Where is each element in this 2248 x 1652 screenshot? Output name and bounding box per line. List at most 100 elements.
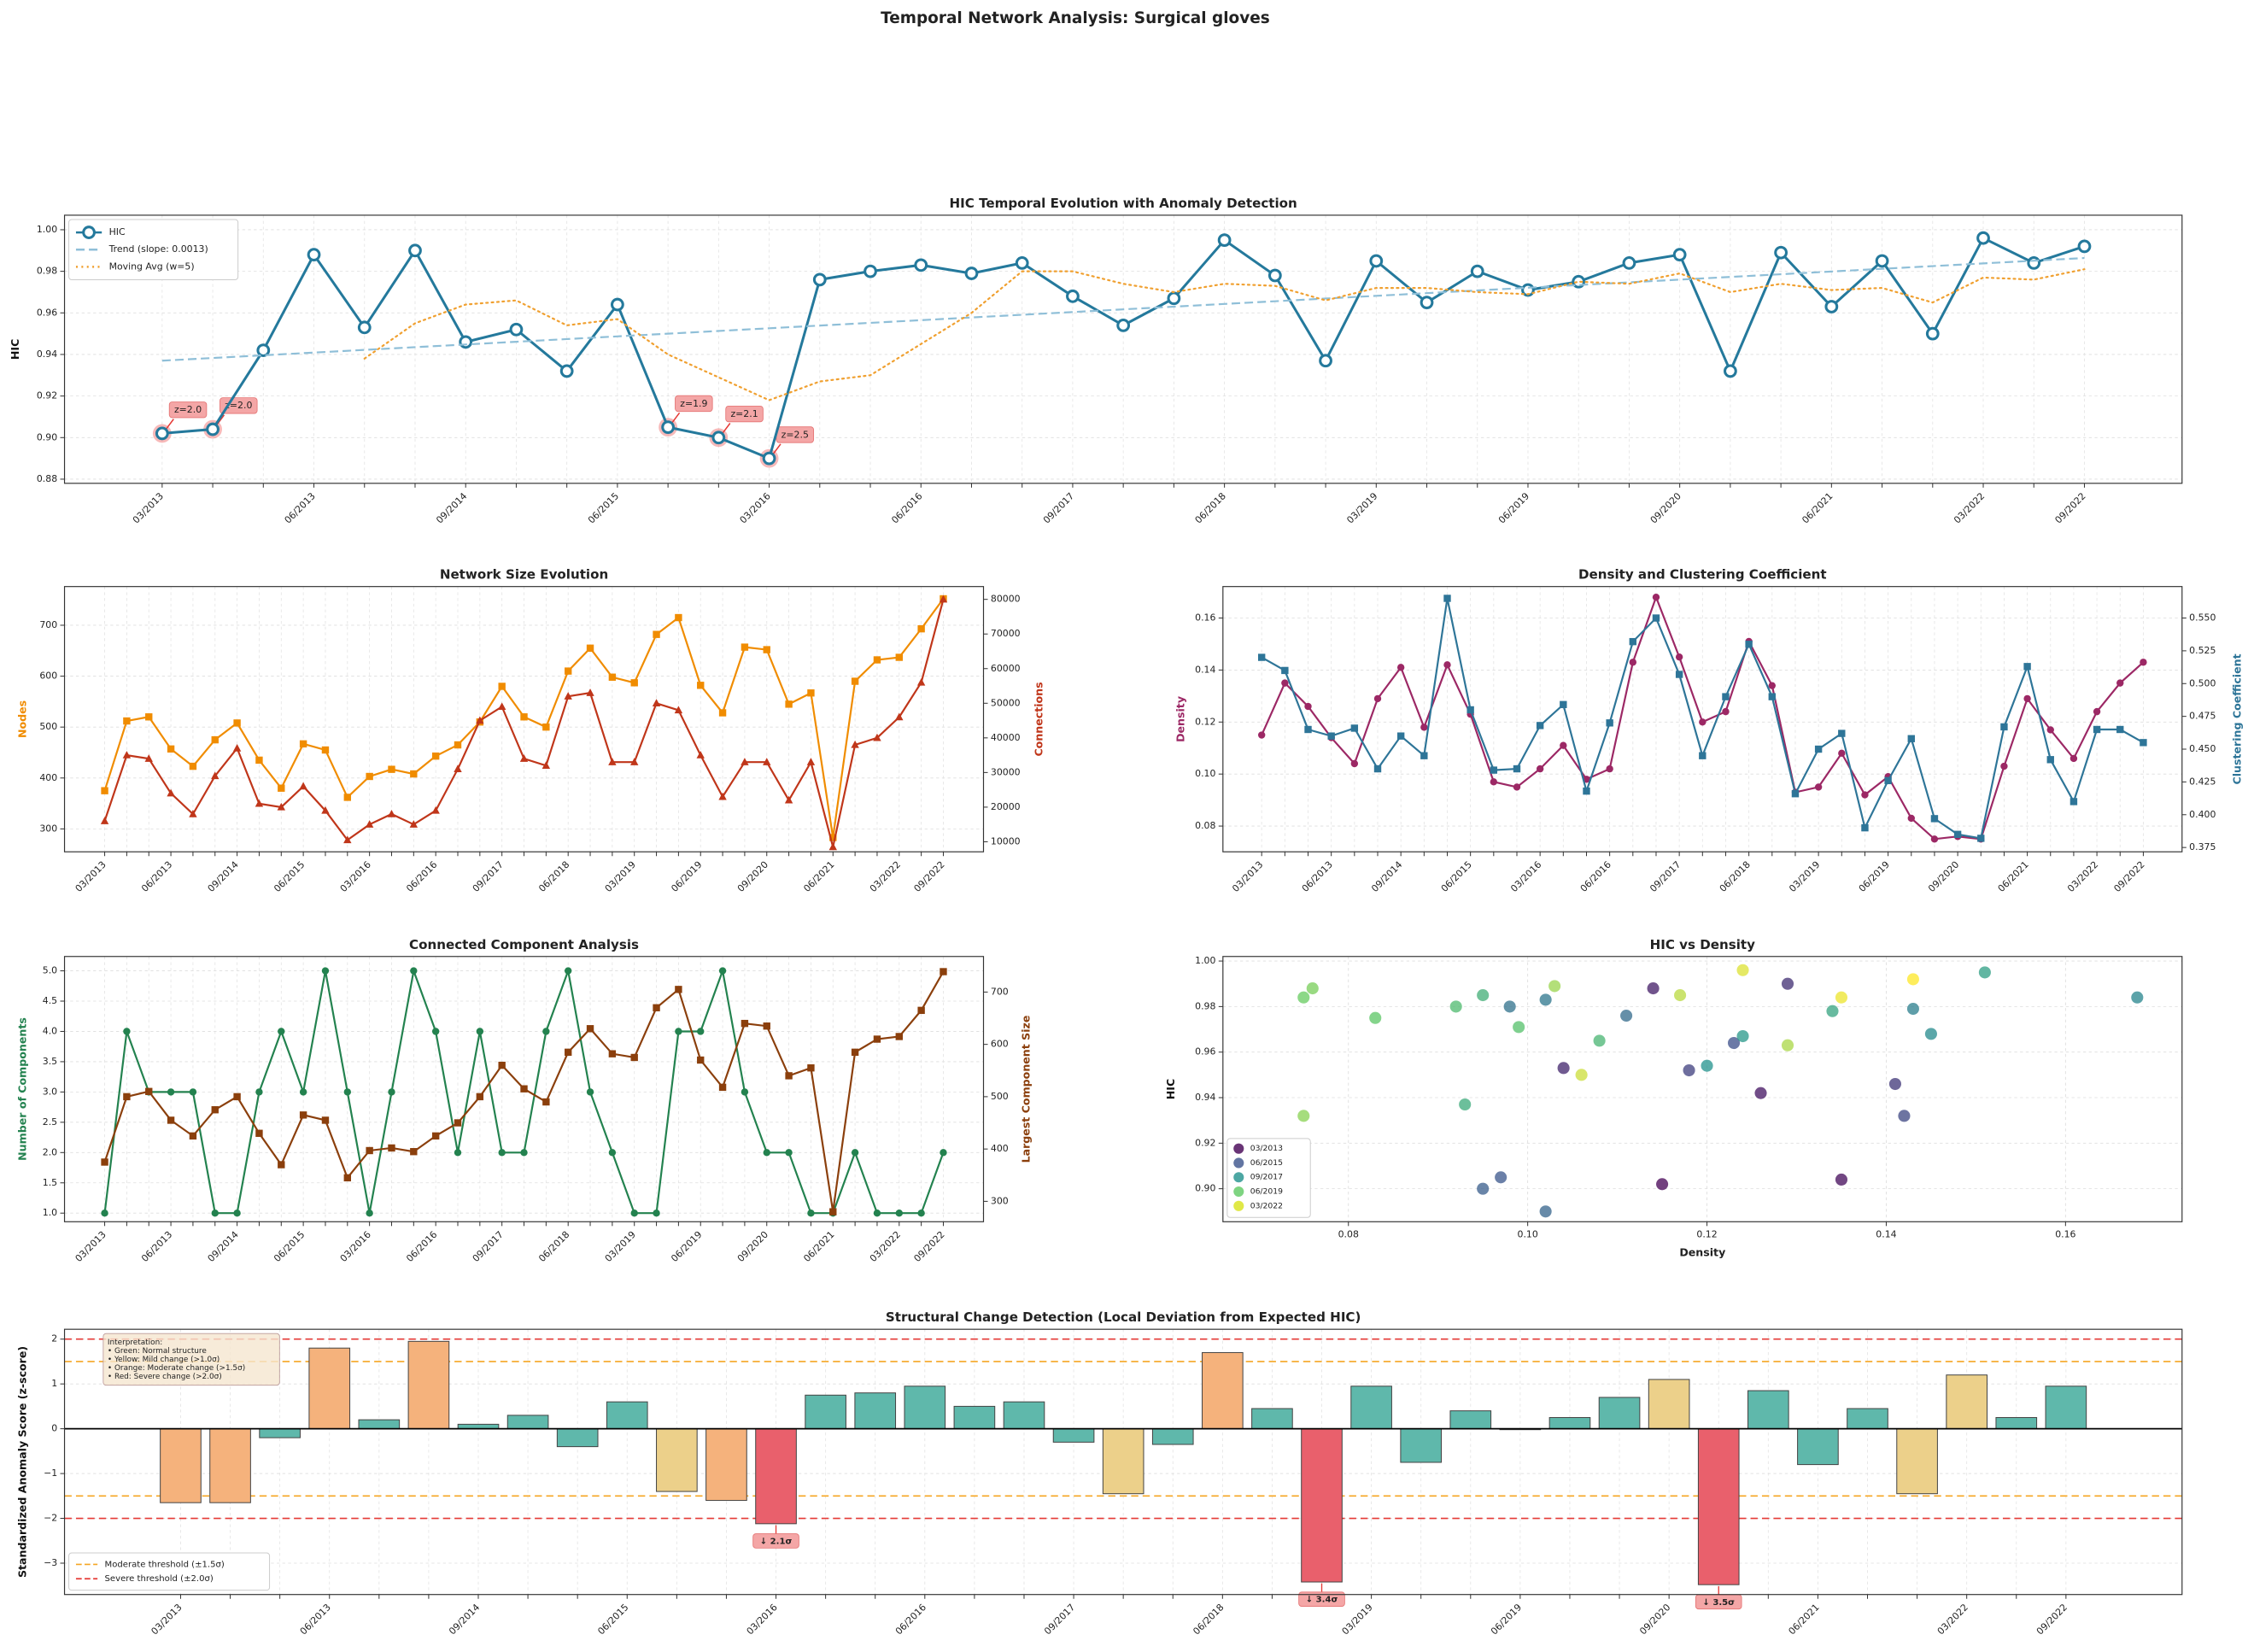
marker bbox=[1875, 254, 1889, 268]
y-axis-label: Standardized Anomaly Score (z-score) bbox=[15, 1346, 28, 1578]
marker bbox=[189, 762, 197, 770]
y2-tick-label: 0.550 bbox=[2189, 612, 2216, 624]
scatter-point bbox=[1459, 1098, 1472, 1111]
y-tick-label: 1 bbox=[51, 1378, 57, 1389]
marker bbox=[829, 1208, 837, 1216]
chart-title: HIC vs Density bbox=[1650, 937, 1756, 952]
marker bbox=[189, 1088, 197, 1096]
scatter-point bbox=[1683, 1063, 1695, 1077]
marker bbox=[1953, 830, 1962, 838]
marker bbox=[1167, 291, 1181, 306]
legend-label: Trend (slope: 0.0013) bbox=[108, 243, 208, 255]
marker bbox=[608, 673, 617, 681]
marker bbox=[807, 689, 815, 697]
marker bbox=[101, 787, 108, 794]
y-tick-label: 600 bbox=[39, 671, 57, 682]
marker bbox=[564, 692, 572, 700]
marker bbox=[1396, 664, 1405, 671]
marker bbox=[431, 805, 440, 814]
marker bbox=[357, 320, 372, 335]
anomaly-label: z=2.5 bbox=[782, 429, 809, 440]
marker bbox=[2140, 659, 2147, 666]
marker bbox=[256, 343, 271, 357]
bar bbox=[1151, 1428, 1194, 1445]
marker bbox=[410, 1148, 418, 1156]
plot-frame bbox=[1222, 956, 2183, 1222]
scatter-point bbox=[1906, 1003, 1919, 1016]
marker bbox=[1350, 724, 1359, 732]
marker bbox=[211, 1210, 219, 1217]
marker bbox=[123, 1028, 131, 1035]
bar bbox=[160, 1428, 202, 1503]
marker bbox=[211, 1106, 219, 1114]
bar bbox=[1350, 1385, 1392, 1430]
chart-title: Density and Clustering Coefficient bbox=[1578, 567, 1827, 583]
bar bbox=[904, 1385, 946, 1430]
marker bbox=[1699, 752, 1706, 759]
marker bbox=[2069, 798, 2078, 805]
marker bbox=[608, 1050, 617, 1057]
marker bbox=[940, 1149, 947, 1157]
marker bbox=[718, 792, 727, 800]
bar bbox=[1598, 1397, 1641, 1430]
marker bbox=[459, 335, 473, 349]
note-box bbox=[102, 1333, 280, 1386]
y-tick-label: 4.5 bbox=[43, 995, 57, 1006]
marker bbox=[762, 451, 776, 466]
marker bbox=[387, 809, 396, 817]
legend-swatch bbox=[1233, 1143, 1244, 1154]
x-axis-label: Density bbox=[1679, 1246, 1725, 1259]
marker bbox=[366, 1210, 373, 1217]
scatter-point bbox=[1888, 1077, 1901, 1091]
marker bbox=[498, 1149, 506, 1157]
marker bbox=[123, 717, 131, 725]
marker bbox=[565, 967, 572, 975]
chart-title: HIC Temporal Evolution with Anomaly Dete… bbox=[950, 196, 1297, 211]
marker bbox=[255, 1129, 263, 1137]
marker bbox=[697, 682, 705, 689]
marker bbox=[454, 1149, 462, 1157]
marker bbox=[895, 712, 904, 721]
x-tick-label: 0.16 bbox=[2055, 1228, 2075, 1239]
scatter-point bbox=[1306, 982, 1319, 995]
marker bbox=[1583, 787, 1590, 795]
marker bbox=[343, 1088, 351, 1096]
scatter-point bbox=[1477, 989, 1490, 1002]
plot-area bbox=[1222, 956, 2182, 1222]
marker bbox=[233, 1093, 241, 1101]
marker bbox=[1369, 254, 1384, 268]
y-tick-label: 2.5 bbox=[43, 1116, 57, 1128]
scatter-point bbox=[1503, 1000, 1516, 1013]
marker bbox=[964, 267, 979, 280]
marker bbox=[299, 782, 307, 790]
legend-box bbox=[68, 219, 239, 280]
marker bbox=[851, 740, 859, 748]
marker bbox=[1652, 593, 1660, 601]
y-tick-label: 0.10 bbox=[1195, 768, 1215, 779]
marker bbox=[365, 820, 374, 828]
legend-box bbox=[1226, 1138, 1311, 1218]
y-axis-label: HIC bbox=[1164, 1079, 1177, 1099]
y2-tick-label: 80000 bbox=[991, 594, 1021, 605]
y-tick-label: 0.14 bbox=[1195, 664, 1215, 675]
marker bbox=[1606, 719, 1613, 727]
marker bbox=[586, 1025, 594, 1033]
legend-swatch bbox=[1233, 1186, 1244, 1198]
marker bbox=[497, 702, 506, 711]
marker bbox=[1420, 296, 1434, 310]
marker bbox=[1930, 815, 1939, 823]
marker bbox=[321, 805, 330, 814]
marker bbox=[519, 754, 529, 762]
note-line: • Orange: Moderate change (>1.5σ) bbox=[108, 1364, 245, 1373]
marker bbox=[2140, 739, 2147, 747]
marker bbox=[939, 595, 948, 603]
bar bbox=[506, 1415, 549, 1430]
marker bbox=[697, 1028, 705, 1035]
marker bbox=[409, 820, 419, 828]
y2-tick-label: 0.450 bbox=[2189, 743, 2216, 754]
scatter-point bbox=[1781, 977, 1794, 990]
y2-tick-label: 0.500 bbox=[2189, 677, 2216, 688]
scatter-point bbox=[1297, 991, 1310, 1004]
marker bbox=[652, 699, 661, 706]
scatter-point bbox=[1835, 991, 1848, 1004]
